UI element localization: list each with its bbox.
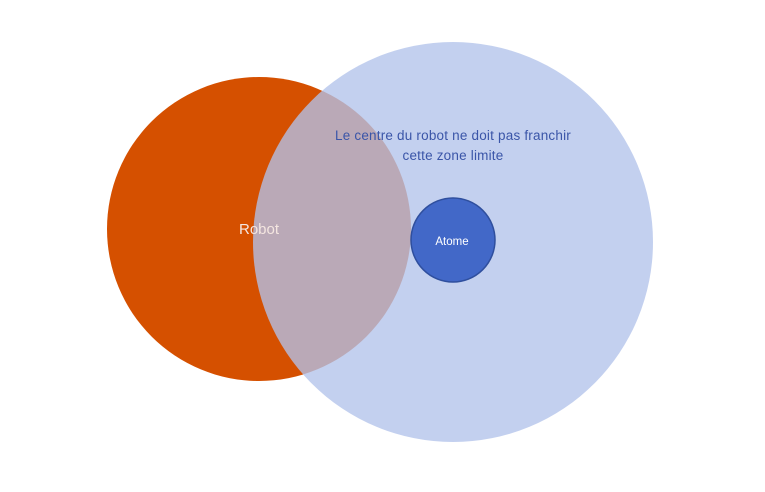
atom-label: Atome <box>435 236 468 248</box>
limit-zone-label-line2: cette zone limite <box>403 148 504 163</box>
atom-circle <box>410 197 496 283</box>
robot-label: Robot <box>239 221 280 238</box>
limit-zone-label-line1: Le centre du robot ne doit pas franchir <box>335 128 571 143</box>
